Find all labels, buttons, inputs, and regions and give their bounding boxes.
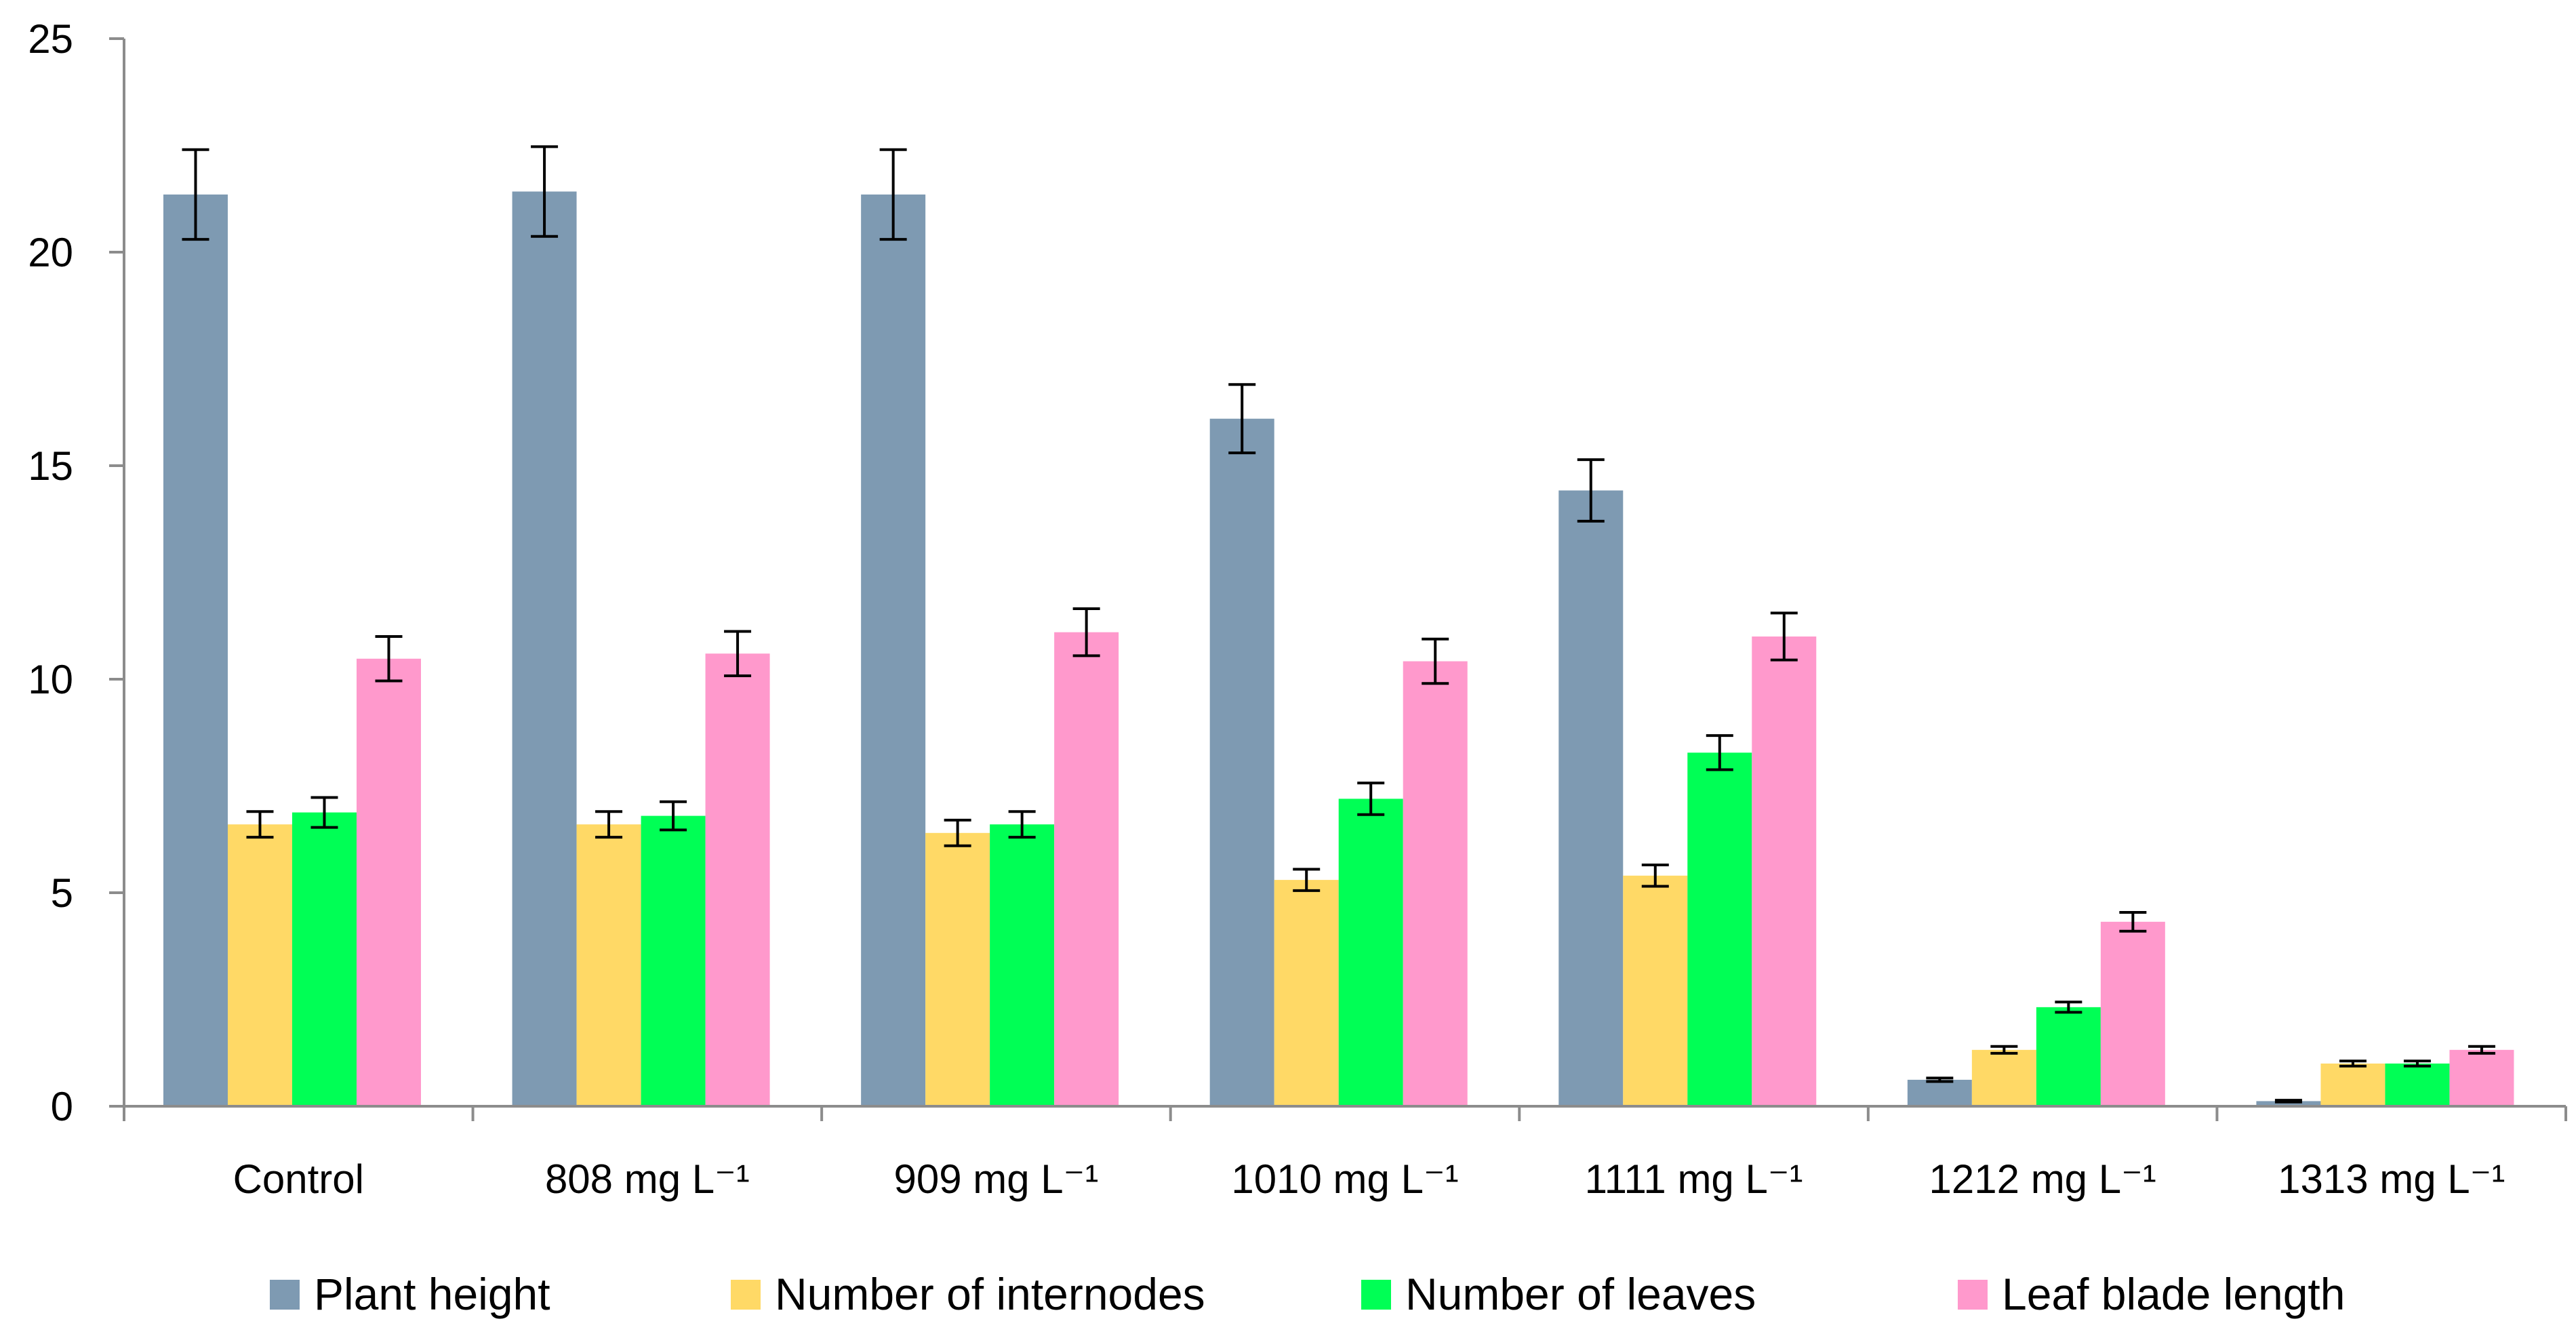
bars-layer [163,191,2514,1107]
bar-1-6 [1907,1079,1972,1106]
error-bar-3-2 [660,800,687,832]
bar-2-1 [228,824,292,1106]
legend-item-2: Number of internodes [731,1269,1205,1319]
bar-4-1 [357,658,421,1106]
legend-label-1: Plant height [314,1269,550,1319]
error-bar-4-6 [2119,910,2147,933]
legend-swatch-4 [1958,1280,1988,1310]
bar-3-5 [1687,752,1752,1106]
bar-1-7 [2256,1101,2321,1106]
legend-item-3: Number of leaves [1361,1269,1756,1319]
bar-1-3 [861,194,926,1107]
x-tick-label-3: 909 mg L⁻¹ [894,1156,1099,1202]
error-bar-2-6 [1990,1045,2018,1055]
error-bar-1-5 [1577,458,1605,523]
error-bar-2-2 [595,810,623,839]
legend-item-4: Leaf blade length [1958,1269,2345,1319]
error-bar-2-1 [246,810,274,839]
x-tick-label-7: 1313 mg L⁻¹ [2278,1156,2505,1202]
x-tick-label-5: 1111 mg L⁻¹ [1585,1156,1803,1202]
legend-label-4: Leaf blade length [2002,1269,2345,1319]
bar-4-7 [2449,1049,2514,1106]
x-tick-label-4: 1010 mg L⁻¹ [1231,1156,1458,1202]
bar-3-1 [292,812,357,1106]
bar-4-3 [1054,632,1119,1106]
error-bar-1-2 [531,145,559,238]
bar-3-4 [1338,799,1403,1106]
error-bar-3-1 [310,796,338,829]
error-bar-1-6 [1926,1076,1954,1083]
bar-3-2 [641,815,706,1106]
bar-1-2 [512,191,577,1106]
error-bar-2-3 [944,818,971,847]
x-tick-label-1: Control [233,1156,364,1202]
bar-4-6 [2100,921,2165,1106]
error-bar-2-4 [1293,868,1321,892]
legend-swatch-2 [731,1280,761,1310]
error-bar-4-4 [1422,637,1449,685]
bar-1-5 [1558,490,1624,1106]
bar-2-3 [925,832,990,1106]
y-tick-label-4: 15 [28,443,73,489]
bar-3-6 [2036,1007,2101,1106]
legend: Plant height Number of internodes Number o… [270,1269,2345,1319]
error-bar-4-3 [1072,607,1100,658]
axes-layer: 0 5 10 15 20 25 Control 808 mg L⁻¹ 909 mg L⁻¹ 101… [28,16,2567,1202]
error-bar-3-5 [1706,734,1733,771]
legend-label-2: Number of internodes [775,1269,1205,1319]
error-bar-4-5 [1770,611,1798,662]
bar-1-4 [1209,418,1274,1106]
bar-2-4 [1274,880,1339,1106]
bar-4-5 [1752,636,1817,1106]
bar-2-7 [2320,1064,2386,1106]
legend-item-1: Plant height [270,1269,550,1319]
error-bar-4-2 [724,630,752,677]
bar-3-3 [990,824,1055,1106]
error-bar-2-5 [1641,864,1669,888]
error-bar-3-7 [2403,1059,2431,1068]
legend-label-3: Number of leaves [1405,1269,1756,1319]
legend-swatch-1 [270,1280,300,1310]
bar-1-1 [163,194,228,1107]
error-bar-3-4 [1357,782,1385,816]
bar-4-4 [1403,661,1468,1106]
error-bar-1-4 [1228,383,1256,455]
y-tick-label-2: 5 [51,870,73,916]
y-tick-label-6: 25 [28,16,73,62]
legend-swatch-3 [1361,1280,1391,1310]
error-bar-2-7 [2339,1059,2367,1068]
error-bar-1-1 [182,148,209,241]
error-bar-4-1 [375,635,403,683]
error-bar-1-7 [2274,1099,2302,1104]
bar-4-2 [705,653,770,1106]
y-tick-label-5: 20 [28,230,73,275]
bar-3-7 [2385,1064,2450,1106]
y-tick-label-1: 0 [51,1084,73,1129]
y-tick-label-3: 10 [28,657,73,702]
bar-2-6 [1971,1049,2036,1106]
error-bar-3-3 [1008,810,1036,839]
error-bar-4-7 [2468,1045,2495,1055]
bar-2-2 [576,824,641,1106]
bar-2-5 [1623,875,1688,1106]
error-bar-1-3 [879,148,907,241]
error-bars-layer [182,145,2495,1104]
x-tick-label-2: 808 mg L⁻¹ [545,1156,750,1202]
error-bar-3-6 [2055,1000,2082,1014]
x-tick-label-6: 1212 mg L⁻¹ [1929,1156,2156,1202]
